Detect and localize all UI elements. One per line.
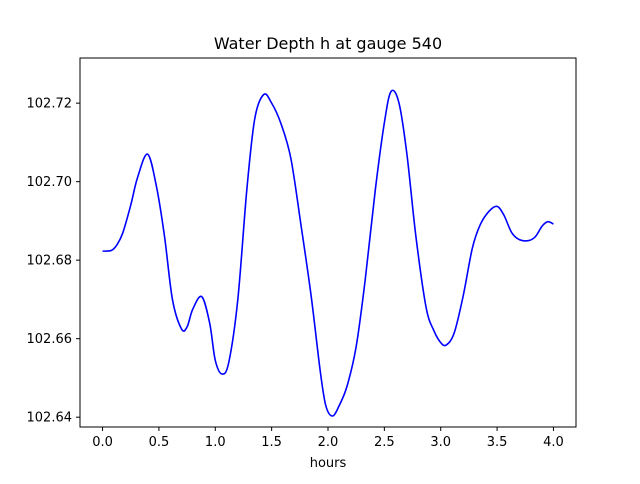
y-tick-label: 102.64 [27,411,73,426]
y-tick-label: 102.70 [27,175,73,190]
x-axis: 0.0 0.5 1.0 1.5 2.0 2.5 3.0 3.5 4.0 [92,427,564,450]
y-tick-label: 102.66 [27,332,73,347]
x-tick-label: 2.0 [318,435,339,450]
chart-title: Water Depth h at gauge 540 [214,34,442,53]
y-axis: 102.64 102.66 102.68 102.70 102.72 [27,97,80,426]
x-tick-label: 1.0 [205,435,226,450]
y-tick-label: 102.72 [27,97,73,112]
x-tick-label: 0.0 [92,435,113,450]
x-axis-label: hours [310,456,347,471]
x-tick-label: 3.0 [430,435,451,450]
x-tick-label: 0.5 [149,435,170,450]
y-tick-label: 102.68 [27,254,73,269]
x-tick-label: 1.5 [261,435,282,450]
series-line-water-depth [102,89,554,417]
x-tick-label: 4.0 [543,435,564,450]
x-tick-label: 2.5 [374,435,395,450]
x-tick-label: 3.5 [487,435,508,450]
